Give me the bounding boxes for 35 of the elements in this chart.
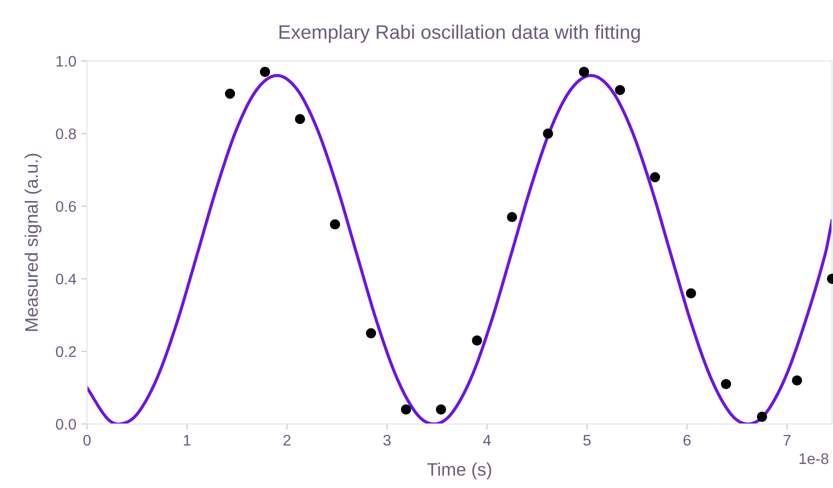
x-tick-label: 3 — [383, 434, 391, 446]
point — [366, 328, 376, 338]
y-tick-label: 0.6 — [56, 201, 76, 212]
text: 1e-8 — [800, 453, 828, 464]
point — [472, 335, 482, 346]
point — [400, 404, 412, 415]
point — [720, 378, 732, 390]
x-axis-title: Time (s) — [427, 462, 492, 480]
x-tick-label: 2 — [284, 434, 290, 446]
y-tick-label: 1.0 — [56, 56, 76, 67]
x-tick-label: 4 — [483, 434, 491, 446]
x-tick-label: 5 — [583, 434, 591, 446]
point — [506, 212, 518, 222]
point — [224, 88, 236, 99]
point — [330, 219, 340, 230]
point — [686, 288, 696, 298]
point — [650, 172, 660, 182]
point — [542, 128, 554, 139]
point — [614, 84, 626, 96]
point — [294, 114, 306, 124]
chart-title: Exemplary Rabi oscillation data with fitting — [280, 24, 640, 43]
x-tick-label: 0 — [83, 434, 91, 446]
point — [260, 66, 270, 77]
y-tick-label: 0.0 — [56, 418, 76, 430]
point — [578, 66, 590, 77]
y-axis-title: Measured signal (a.u.) — [24, 154, 42, 331]
point — [792, 375, 802, 386]
point — [436, 404, 446, 415]
y-tick-label: 0.2 — [56, 346, 76, 358]
x-tick-label: 6 — [684, 434, 691, 446]
x-tick-label: 1 — [184, 434, 191, 446]
y-tick-label: 0.4 — [56, 274, 76, 284]
y-tick-label: 0.8 — [56, 128, 76, 140]
x-tick-label: 7 — [784, 434, 790, 446]
point — [756, 412, 768, 422]
